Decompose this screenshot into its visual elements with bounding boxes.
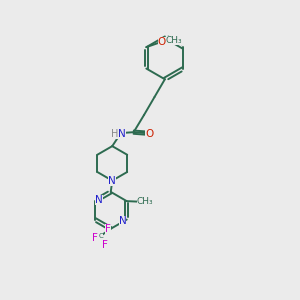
Text: N: N xyxy=(95,195,103,205)
Text: N: N xyxy=(118,129,126,139)
Text: O: O xyxy=(158,37,166,47)
Text: C: C xyxy=(99,232,103,238)
Text: F: F xyxy=(92,233,98,243)
Text: N: N xyxy=(108,176,116,186)
Text: F: F xyxy=(103,239,108,250)
Text: CH₃: CH₃ xyxy=(137,197,154,206)
Text: F: F xyxy=(105,224,111,234)
Text: CH₃: CH₃ xyxy=(166,36,183,45)
Text: H: H xyxy=(111,129,118,139)
Text: O: O xyxy=(145,129,153,139)
Text: N: N xyxy=(119,216,126,226)
